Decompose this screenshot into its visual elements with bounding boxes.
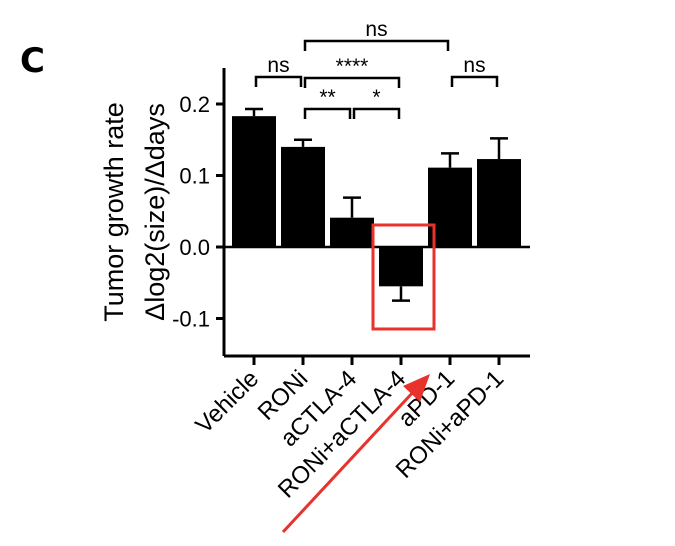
significance-label: ****: [336, 55, 369, 78]
significance-bracket: [254, 75, 303, 87]
significance-bracket: [352, 107, 401, 119]
bars: [232, 107, 521, 302]
highlight-arrowhead: [403, 374, 430, 402]
significance-bracket: [450, 75, 499, 87]
annotations: [281, 223, 436, 534]
x-tick-labels: VehicleRONiaCTLA-4RONi+aCTLA-4aPD-1RONi+…: [190, 365, 509, 503]
bar: [281, 146, 325, 247]
bar: [330, 217, 374, 247]
y-tick-label: 0.0: [179, 235, 210, 260]
significance-label: *: [372, 86, 380, 109]
y-axis-label-line1: Tumor growth rate: [99, 102, 129, 322]
y-tick-label: 0.2: [179, 92, 210, 117]
y-axis-label-line2: Δlog2(size)/Δdays: [140, 103, 170, 321]
bar: [477, 159, 521, 247]
significance-label: ns: [365, 18, 387, 41]
significance-bracket: [303, 107, 352, 119]
bar: [232, 116, 276, 247]
x-tick-label: Vehicle: [190, 365, 264, 439]
significance-bracket: [303, 39, 450, 51]
y-axis-label-group: Tumor growth rate Δlog2(size)/Δdays: [99, 102, 170, 322]
significance-label: **: [319, 86, 335, 109]
significance-label: ns: [463, 54, 485, 77]
panel-label: C: [20, 41, 45, 81]
bar: [379, 247, 423, 287]
significance-bracket: [303, 76, 401, 88]
y-tick-label: -0.1: [172, 307, 210, 332]
highlight-arrow: [281, 388, 417, 534]
significance-label: ns: [267, 54, 289, 77]
y-tick-label: 0.1: [179, 164, 210, 189]
highlight-box: [371, 223, 436, 331]
